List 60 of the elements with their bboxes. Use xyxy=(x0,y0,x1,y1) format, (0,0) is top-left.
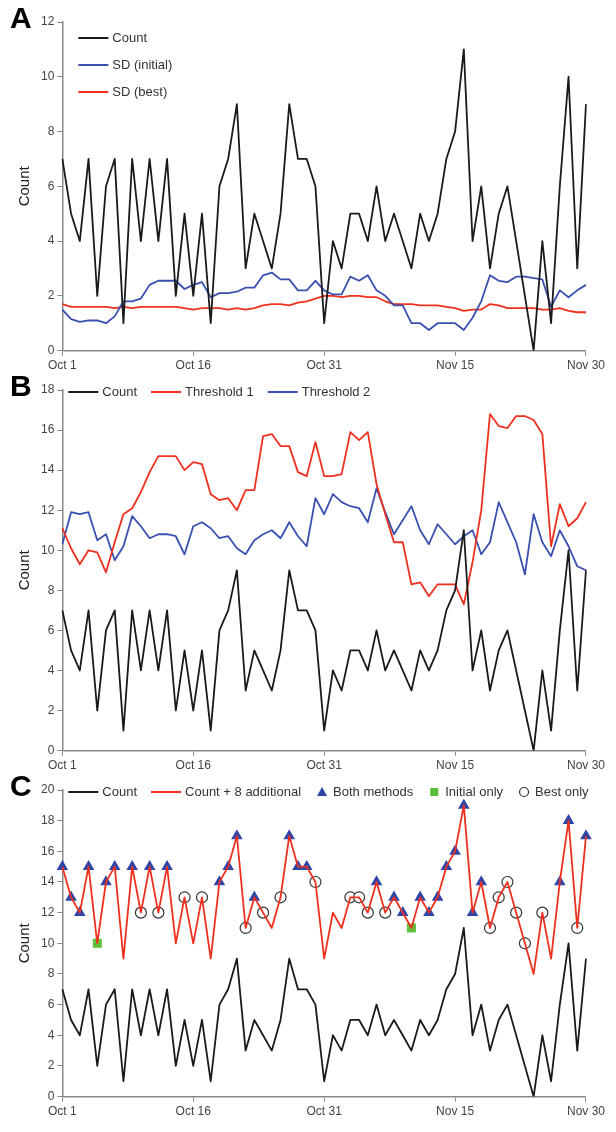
y-tick-label: 8 xyxy=(47,966,55,981)
legend-label: Threshold 2 xyxy=(301,383,371,399)
y-axis-title: Count xyxy=(15,922,33,964)
y-axis-title: Count xyxy=(15,165,33,207)
y-tick-label: 10 xyxy=(40,542,55,557)
y-tick-label: 0 xyxy=(47,742,55,757)
y-tick-label: 16 xyxy=(40,422,55,437)
y-tick-label: 6 xyxy=(47,996,55,1011)
x-tick-label: Nov 30 xyxy=(566,758,606,773)
x-tick-label: Nov 15 xyxy=(436,1104,475,1119)
y-tick-label: 12 xyxy=(40,14,55,29)
legend-label: Count xyxy=(112,29,148,45)
y-tick-label: 0 xyxy=(47,342,55,357)
x-tick-label: Oct 31 xyxy=(306,758,343,773)
legend-label: Best only xyxy=(535,783,590,799)
x-tick-label: Oct 31 xyxy=(306,1104,343,1119)
x-tick-label: Oct 16 xyxy=(175,358,212,373)
legend-label: Count + 8 additional xyxy=(185,783,302,799)
y-tick-label: 12 xyxy=(40,502,55,517)
x-tick-label: Oct 1 xyxy=(48,358,78,373)
y-tick-label: 2 xyxy=(47,1058,55,1073)
x-tick-label: Nov 15 xyxy=(436,358,475,373)
legend-label: SD (best) xyxy=(112,83,168,99)
y-tick-label: 18 xyxy=(40,812,55,827)
y-tick-label: 4 xyxy=(47,233,55,248)
x-tick-label: Nov 30 xyxy=(566,358,606,373)
x-tick-label: Nov 30 xyxy=(566,1104,606,1119)
chart-title: B xyxy=(10,369,32,403)
y-tick-label: 14 xyxy=(40,462,55,477)
legend-label: Initial only xyxy=(445,783,504,799)
y-tick-label: 10 xyxy=(40,69,55,84)
legend-label: SD (initial) xyxy=(112,56,173,72)
y-tick-label: 6 xyxy=(47,622,55,637)
x-tick-label: Oct 16 xyxy=(175,758,212,773)
chart-title: C xyxy=(10,769,32,803)
y-tick-label: 10 xyxy=(40,935,55,950)
x-tick-label: Oct 16 xyxy=(175,1104,212,1119)
y-tick-label: 0 xyxy=(47,1088,55,1103)
y-axis-title: Count xyxy=(15,549,33,591)
x-tick-label: Oct 1 xyxy=(48,758,78,773)
x-tick-label: Oct 1 xyxy=(48,1104,78,1119)
x-tick-label: Nov 15 xyxy=(436,758,475,773)
y-tick-label: 2 xyxy=(47,288,55,303)
y-tick-label: 14 xyxy=(40,874,55,889)
legend-label: Threshold 1 xyxy=(185,383,254,399)
y-tick-label: 4 xyxy=(47,1027,55,1042)
legend-label: Both methods xyxy=(333,783,414,799)
x-tick-label: Oct 31 xyxy=(306,358,343,373)
legend-label: Count xyxy=(102,383,138,399)
chart-title: A xyxy=(10,1,32,35)
y-tick-label: 12 xyxy=(40,904,55,919)
y-tick-label: 2 xyxy=(47,702,55,717)
y-tick-label: 18 xyxy=(40,382,55,397)
y-tick-label: 6 xyxy=(47,178,55,193)
y-tick-label: 8 xyxy=(47,582,55,597)
y-tick-label: 4 xyxy=(47,662,55,677)
legend-label: Count xyxy=(102,783,138,799)
y-tick-label: 8 xyxy=(47,123,55,138)
y-tick-label: 20 xyxy=(40,782,55,797)
y-tick-label: 16 xyxy=(40,843,55,858)
